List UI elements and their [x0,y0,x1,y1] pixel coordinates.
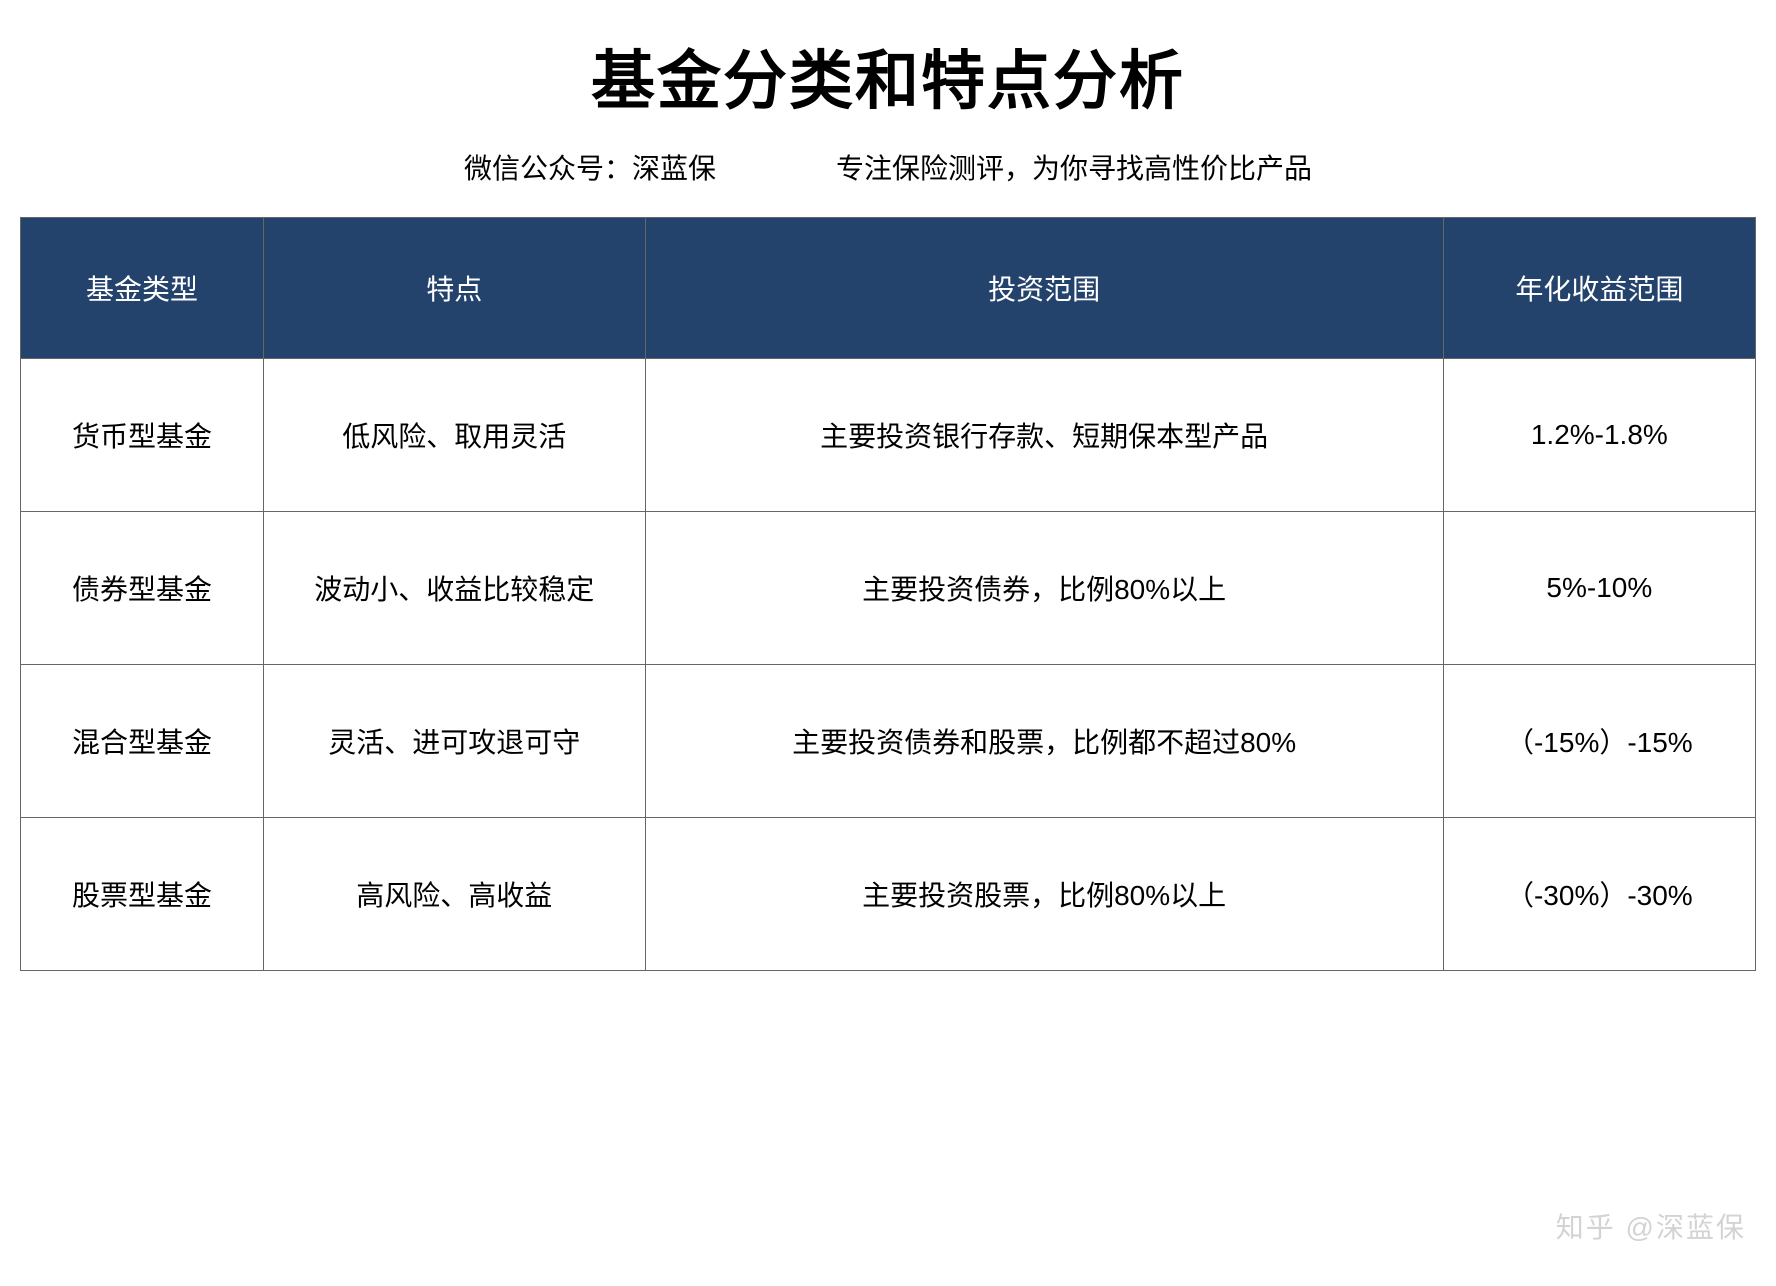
table-row: 股票型基金 高风险、高收益 主要投资股票，比例80%以上 （-30%）-30% [21,818,1756,971]
cell-feature: 高风险、高收益 [263,818,645,971]
table-row: 货币型基金 低风险、取用灵活 主要投资银行存款、短期保本型产品 1.2%-1.8… [21,359,1756,512]
cell-type: 股票型基金 [21,818,264,971]
cell-scope: 主要投资债券和股票，比例都不超过80% [645,665,1443,818]
table-row: 债券型基金 波动小、收益比较稳定 主要投资债券，比例80%以上 5%-10% [21,512,1756,665]
page-container: 基金分类和特点分析 微信公众号：深蓝保 专注保险测评，为你寻找高性价比产品 基金… [20,30,1756,971]
cell-type: 债券型基金 [21,512,264,665]
table-header-row: 基金类型 特点 投资范围 年化收益范围 [21,218,1756,359]
header-scope: 投资范围 [645,218,1443,359]
subtitle-row: 微信公众号：深蓝保 专注保险测评，为你寻找高性价比产品 [20,147,1756,187]
fund-table: 基金类型 特点 投资范围 年化收益范围 货币型基金 低风险、取用灵活 主要投资银… [20,217,1756,971]
cell-type: 混合型基金 [21,665,264,818]
cell-feature: 低风险、取用灵活 [263,359,645,512]
cell-return: 1.2%-1.8% [1443,359,1755,512]
cell-type: 货币型基金 [21,359,264,512]
cell-return: （-15%）-15% [1443,665,1755,818]
page-title: 基金分类和特点分析 [20,30,1756,122]
subtitle-left: 微信公众号：深蓝保 [464,147,716,187]
header-return: 年化收益范围 [1443,218,1755,359]
cell-scope: 主要投资债券，比例80%以上 [645,512,1443,665]
table-row: 混合型基金 灵活、进可攻退可守 主要投资债券和股票，比例都不超过80% （-15… [21,665,1756,818]
cell-return: （-30%）-30% [1443,818,1755,971]
cell-feature: 波动小、收益比较稳定 [263,512,645,665]
cell-return: 5%-10% [1443,512,1755,665]
subtitle-right: 专注保险测评，为你寻找高性价比产品 [836,147,1312,187]
table-body: 货币型基金 低风险、取用灵活 主要投资银行存款、短期保本型产品 1.2%-1.8… [21,359,1756,971]
header-feature: 特点 [263,218,645,359]
header-type: 基金类型 [21,218,264,359]
cell-feature: 灵活、进可攻退可守 [263,665,645,818]
cell-scope: 主要投资股票，比例80%以上 [645,818,1443,971]
cell-scope: 主要投资银行存款、短期保本型产品 [645,359,1443,512]
watermark-corner: 知乎 @深蓝保 [1556,1206,1746,1246]
